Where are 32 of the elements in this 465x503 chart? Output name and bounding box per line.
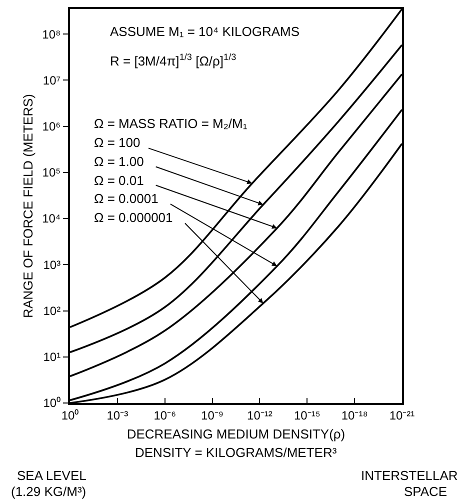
text: INTERSTELLAR [361, 468, 458, 483]
annotation: R = [3M/4π]$^{1/3}$ [Ω/ρ]$^{1/3}$ [110, 52, 236, 68]
annotation: Ω = 100 [94, 135, 140, 150]
text: SEA LEVEL [17, 468, 86, 483]
annotation: Ω = MASS RATIO = M₂/M₁ [94, 116, 248, 131]
text: DENSITY = KILOGRAMS/METER³ [135, 445, 338, 460]
x-tick-label: 10⁰ [61, 408, 79, 422]
annotation: ASSUME M₁ = 10⁴ KILOGRAMS [110, 24, 300, 39]
y-tick-label: 10⁷ [42, 73, 61, 88]
y-tick-label: 10⁸ [42, 27, 61, 42]
y-tick-label: 10¹ [43, 350, 61, 364]
y-axis-title: RANGE OF FORCE FIELD (METERS) [20, 94, 36, 318]
x-tick-label: 10⁻¹² [247, 408, 272, 422]
x-tick-label: 10⁻²¹ [389, 408, 415, 422]
x-axis-title: DECREASING MEDIUM DENSITY(ρ) [126, 426, 346, 442]
y-tick-label: 10⁵ [42, 166, 61, 180]
text: SPACE [404, 484, 448, 499]
annotation: Ω = 0.000001 [94, 210, 173, 225]
x-tick-label: 10⁻⁶ [154, 408, 176, 422]
y-tick-label: 10⁰ [43, 396, 61, 410]
y-tick-label: 10⁴ [42, 212, 61, 226]
x-tick-label: 10⁻³ [106, 408, 128, 422]
annotation: Ω = 0.01 [94, 173, 144, 188]
x-tick-label: 10⁻⁹ [201, 408, 224, 422]
text: (1.29 KG/M³) [11, 484, 86, 499]
x-tick-label: 10⁻¹⁵ [294, 408, 320, 422]
y-tick-label: 10⁶ [42, 120, 61, 134]
x-tick-label: 10⁻¹⁸ [341, 408, 368, 422]
annotation: Ω = 1.00 [94, 154, 144, 169]
y-tick-label: 10³ [43, 258, 61, 272]
y-tick-label: 10² [43, 304, 61, 318]
annotation: Ω = 0.0001 [94, 191, 158, 206]
